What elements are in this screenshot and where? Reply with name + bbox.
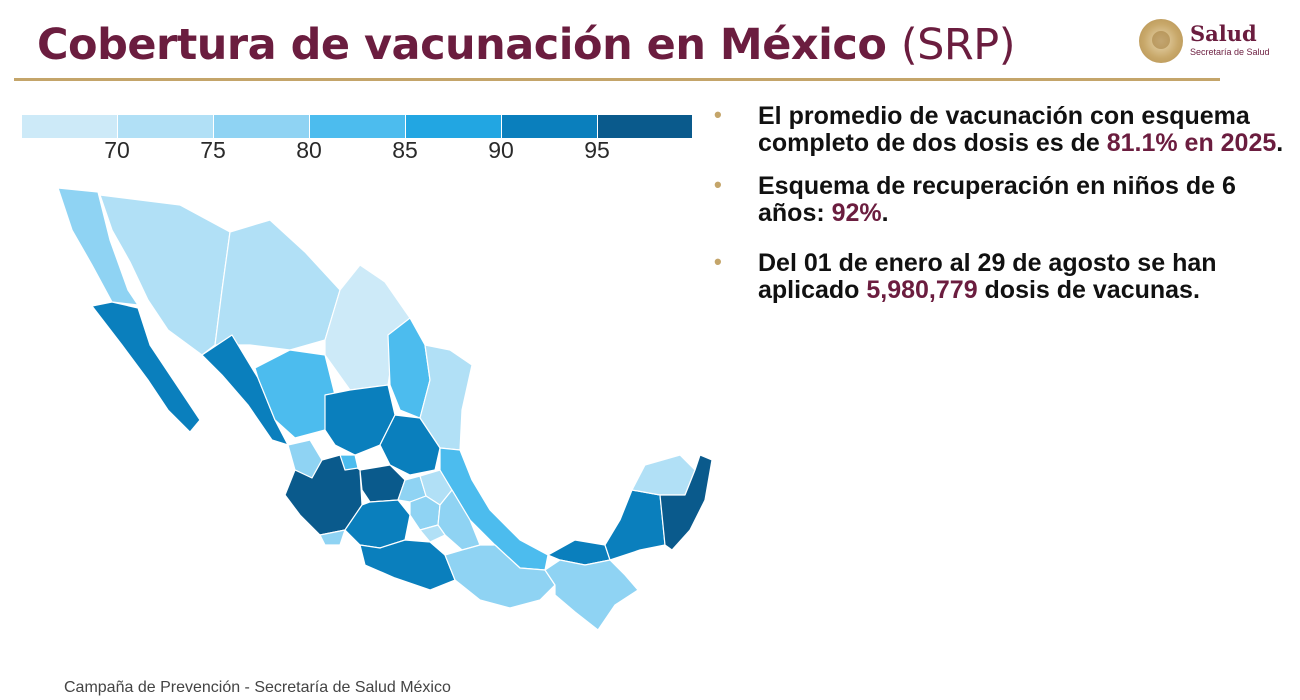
finding-average-coverage: • El promedio de vacunación con esquema … [714,102,1284,157]
state-chiapas [544,559,639,631]
logo-subtitle: Secretaría de Salud [1190,47,1270,57]
state-guanajuato [359,464,406,503]
state-colima [319,529,346,546]
state-quintana-roo [659,454,713,551]
state-yucatan [631,454,696,496]
state-aguascalientes [339,454,359,471]
legend-swatch [406,115,501,138]
state-baja-california [57,187,139,306]
salud-logo: Salud Secretaría de Salud [1137,18,1287,68]
finding-text: El promedio de vacunación con esquema co… [758,102,1250,157]
finding-catch-up-scheme: • Esquema de recuperación en niños de 6 … [714,172,1284,227]
finding-highlight: 5,980,779 [866,276,978,304]
finding-text: Esquema de recuperación en niños de 6 añ… [758,172,1236,227]
bullet-dot-icon: • [714,102,722,127]
title-divider [14,78,1220,81]
state-guerrero [359,539,456,591]
title-text: Cobertura de vacunación en México [37,20,887,70]
footer-caption: Campaña de Prevención - Secretaría de Sa… [64,679,451,696]
key-findings-list: • El promedio de vacunación con esquema … [714,102,1284,304]
national-seal-icon [1139,19,1183,63]
state-baja-california-sur [91,301,201,433]
mexico-coverage-map [57,187,713,631]
finding-text: Del 01 de enero al 29 de agosto se han a… [758,249,1217,304]
legend-tick: 80 [296,137,322,163]
legend-swatch [118,115,213,138]
finding-highlight: 92% [831,199,882,227]
legend-tick: 85 [392,137,418,163]
legend-swatch [598,115,692,138]
legend-swatch [214,115,309,138]
bullet-dot-icon: • [714,172,722,197]
title-suffix: (SRP) [900,20,1016,70]
page-title: Cobertura de vacunación en México (SRP) [37,20,1016,70]
legend-tick: 90 [488,137,514,163]
finding-text-end: . [1276,129,1284,157]
finding-text-end: . [881,199,889,227]
map-legend: 70 75 80 85 90 95 [22,115,692,175]
state-chihuahua [214,219,341,351]
logo-name: Salud [1190,21,1257,46]
finding-text-end: dosis de vacunas. [977,276,1200,304]
bullet-dot-icon: • [714,249,722,274]
state-san-luis-potosi [379,414,441,476]
legend-tick: 95 [584,137,610,163]
legend-tick: 70 [104,137,130,163]
state-campeche [604,489,666,561]
legend-tick: 75 [200,137,226,163]
legend-swatch [502,115,597,138]
state-morelos [419,524,446,543]
state-oaxaca [444,544,556,609]
finding-doses-applied: • Del 01 de enero al 29 de agosto se han… [714,249,1284,304]
finding-highlight: 81.1% en 2025 [1106,129,1277,157]
legend-swatch [22,115,117,138]
legend-swatch [310,115,405,138]
